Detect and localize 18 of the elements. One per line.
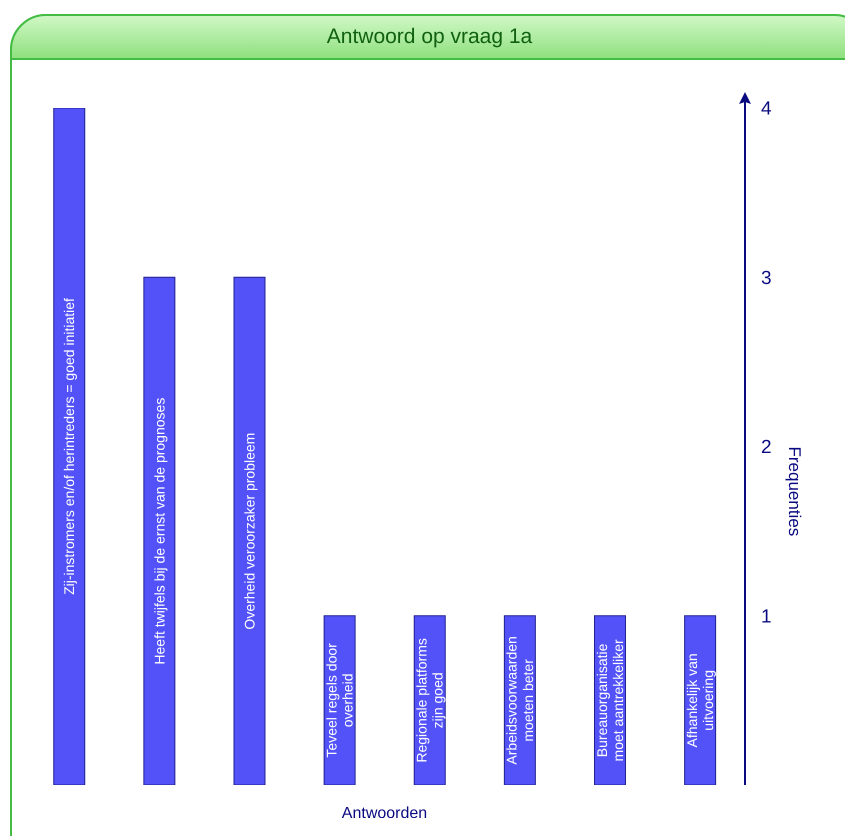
- x-tick-label: Regionale platforms zijn goed: [414, 638, 446, 763]
- bar: [53, 108, 86, 785]
- x-tick-label: Afhankelijk van uitvoering: [684, 653, 716, 748]
- y-tick-label: 3: [761, 268, 772, 289]
- x-axis-title: Antwoorden: [342, 805, 428, 822]
- x-tick-label: Zij-instromers en/of herintreders = goed initiatief: [61, 298, 78, 595]
- x-tick-label: Bureauorganisatie moet aantrekkeliker: [594, 638, 626, 762]
- y-tick-label: 4: [761, 98, 772, 120]
- x-tick-label: Arbeidsvoorwaarden moeten beter: [504, 636, 536, 765]
- y-tick-label: 2: [761, 437, 772, 458]
- x-tick-label: Overheid veroorzaker probleem: [241, 432, 258, 630]
- y-axis-title: Frequenties: [784, 446, 804, 536]
- bar: [143, 276, 176, 785]
- chart-title: Antwoord op vraag 1a: [326, 25, 534, 49]
- bar: [233, 276, 266, 785]
- x-tick-label: Teveel regels door overheid: [323, 642, 356, 758]
- x-tick-label: Heeft twijfels bij de ernst van de prognoses: [151, 398, 168, 665]
- y-tick-label: 1: [761, 606, 772, 628]
